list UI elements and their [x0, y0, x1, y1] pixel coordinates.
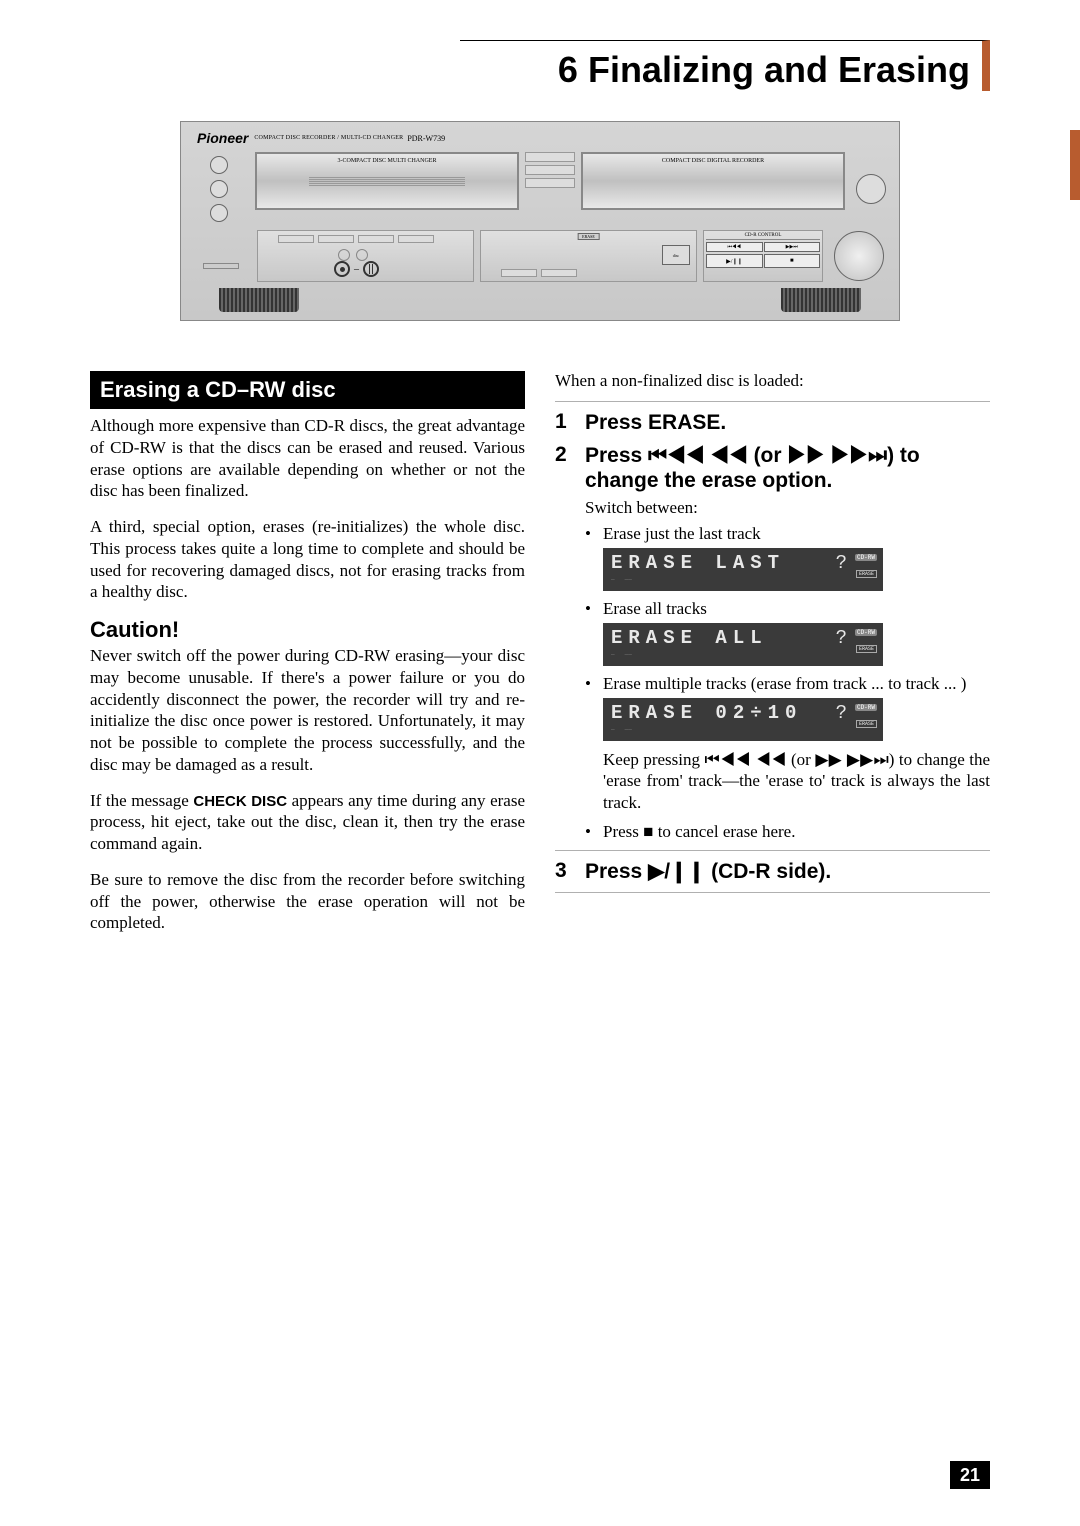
chapter-title: 6 Finalizing and Erasing: [460, 49, 970, 91]
skip-back-icon: ⏮◀◀ ◀◀: [648, 444, 748, 467]
cdr-control-panel: CD-R CONTROL ⏮◀◀ ▶▶⏭ ▶/❙❙ ■: [703, 230, 823, 282]
brand-logo: Pioneer: [197, 130, 248, 146]
bullet-item: •Erase multiple tracks (erase from track…: [585, 674, 990, 694]
lcd-display: ERASE ALL? CD-RWERASE ———: [603, 623, 883, 666]
step-title: Press ERASE.: [585, 410, 990, 435]
stop-icon: ■: [764, 254, 821, 268]
bullet-item: •Erase all tracks: [585, 599, 990, 619]
step-3: 3 Press ▶/❙❙ (CD-R side).: [555, 850, 990, 888]
play-pause-icon: ▶/❙❙: [706, 254, 763, 268]
bullet-item: •Press ■ to cancel erase here.: [585, 822, 990, 842]
skip-fwd-icon: ▶▶⏭: [764, 242, 821, 252]
caution-heading: Caution!: [90, 617, 525, 643]
right-tray: COMPACT DISC DIGITAL RECORDER: [581, 152, 845, 210]
skip-back-icon: ⏮◀◀ ◀◀: [704, 750, 786, 769]
device-model: PDR-W739: [407, 134, 445, 143]
body-text: If the message CHECK DISC appears any ti…: [90, 790, 525, 855]
right-column: When a non-finalized disc is loaded: 1 P…: [555, 371, 990, 948]
note-text: Keep pressing ⏮◀◀ ◀◀ (or ▶▶ ▶▶⏭) to chan…: [603, 749, 990, 814]
slot-icon: [525, 165, 575, 175]
body-text: Be sure to remove the disc from the reco…: [90, 869, 525, 934]
erase-button-icon: ERASE: [577, 233, 600, 240]
body-text: Although more expensive than CD-R discs,…: [90, 415, 525, 502]
body-text: A third, special option, erases (re-init…: [90, 516, 525, 603]
jog-dial-icon: [834, 231, 884, 281]
skip-fwd-icon: ▶▶ ▶▶⏭: [787, 444, 887, 467]
page-footer: 21: [950, 1465, 990, 1486]
lcd-display: ERASE LAST? CD-RWERASE ———: [603, 548, 883, 591]
headphone-jack-icon: [203, 263, 239, 269]
step-title: Press ⏮◀◀ ◀◀ (or ▶▶ ▶▶⏭) to change the e…: [585, 443, 990, 493]
changer-controls: –: [257, 230, 474, 282]
bullet-item: •Erase just the last track: [585, 524, 990, 544]
skip-back-icon: ⏮◀◀: [706, 242, 763, 252]
play-pause-icon: ▶/❙❙: [648, 860, 705, 883]
skip-fwd-icon: ▶▶ ▶▶⏭: [815, 750, 888, 769]
page: 6 Finalizing and Erasing Pioneer COMPACT…: [0, 0, 1080, 988]
side-tab: [1070, 130, 1080, 200]
button-icon: [210, 180, 228, 198]
step-number: 2: [555, 443, 585, 846]
page-number: 21: [950, 1461, 990, 1489]
check-disc-label: CHECK DISC: [193, 793, 287, 810]
eject-button-icon: [856, 174, 886, 204]
device-diagram: Pioneer COMPACT DISC RECORDER / MULTI-CD…: [180, 121, 900, 321]
step-number: 3: [555, 859, 585, 888]
switch-label: Switch between:: [585, 498, 990, 518]
page-header: 6 Finalizing and Erasing: [460, 40, 990, 91]
body-text: Never switch off the power during CD-RW …: [90, 645, 525, 776]
foot-icon: [219, 288, 299, 312]
slot-icon: [525, 178, 575, 188]
foot-icon: [781, 288, 861, 312]
left-tray: 3-COMPACT DISC MULTI CHANGER: [255, 152, 519, 210]
step-2: 2 Press ⏮◀◀ ◀◀ (or ▶▶ ▶▶⏭) to change the…: [555, 443, 990, 846]
section-banner: Erasing a CD–RW disc: [90, 371, 525, 409]
button-icon: [210, 204, 228, 222]
intro-text: When a non-finalized disc is loaded:: [555, 371, 990, 391]
step-title: Press ▶/❙❙ (CD-R side).: [585, 859, 990, 884]
step-1: 1 Press ERASE.: [555, 401, 990, 439]
step-number: 1: [555, 410, 585, 439]
device-subtitle: COMPACT DISC RECORDER / MULTI-CD CHANGER: [254, 135, 403, 141]
slot-icon: [525, 152, 575, 162]
stop-icon: ■: [643, 822, 653, 841]
lcd-display: ERASE 02÷10? CD-RWERASE ———: [603, 698, 883, 741]
disc-badge-icon: disc: [662, 245, 690, 265]
left-column: Erasing a CD–RW disc Although more expen…: [90, 371, 525, 948]
recorder-controls: ERASE disc: [480, 230, 697, 282]
power-button-icon: [210, 156, 228, 174]
